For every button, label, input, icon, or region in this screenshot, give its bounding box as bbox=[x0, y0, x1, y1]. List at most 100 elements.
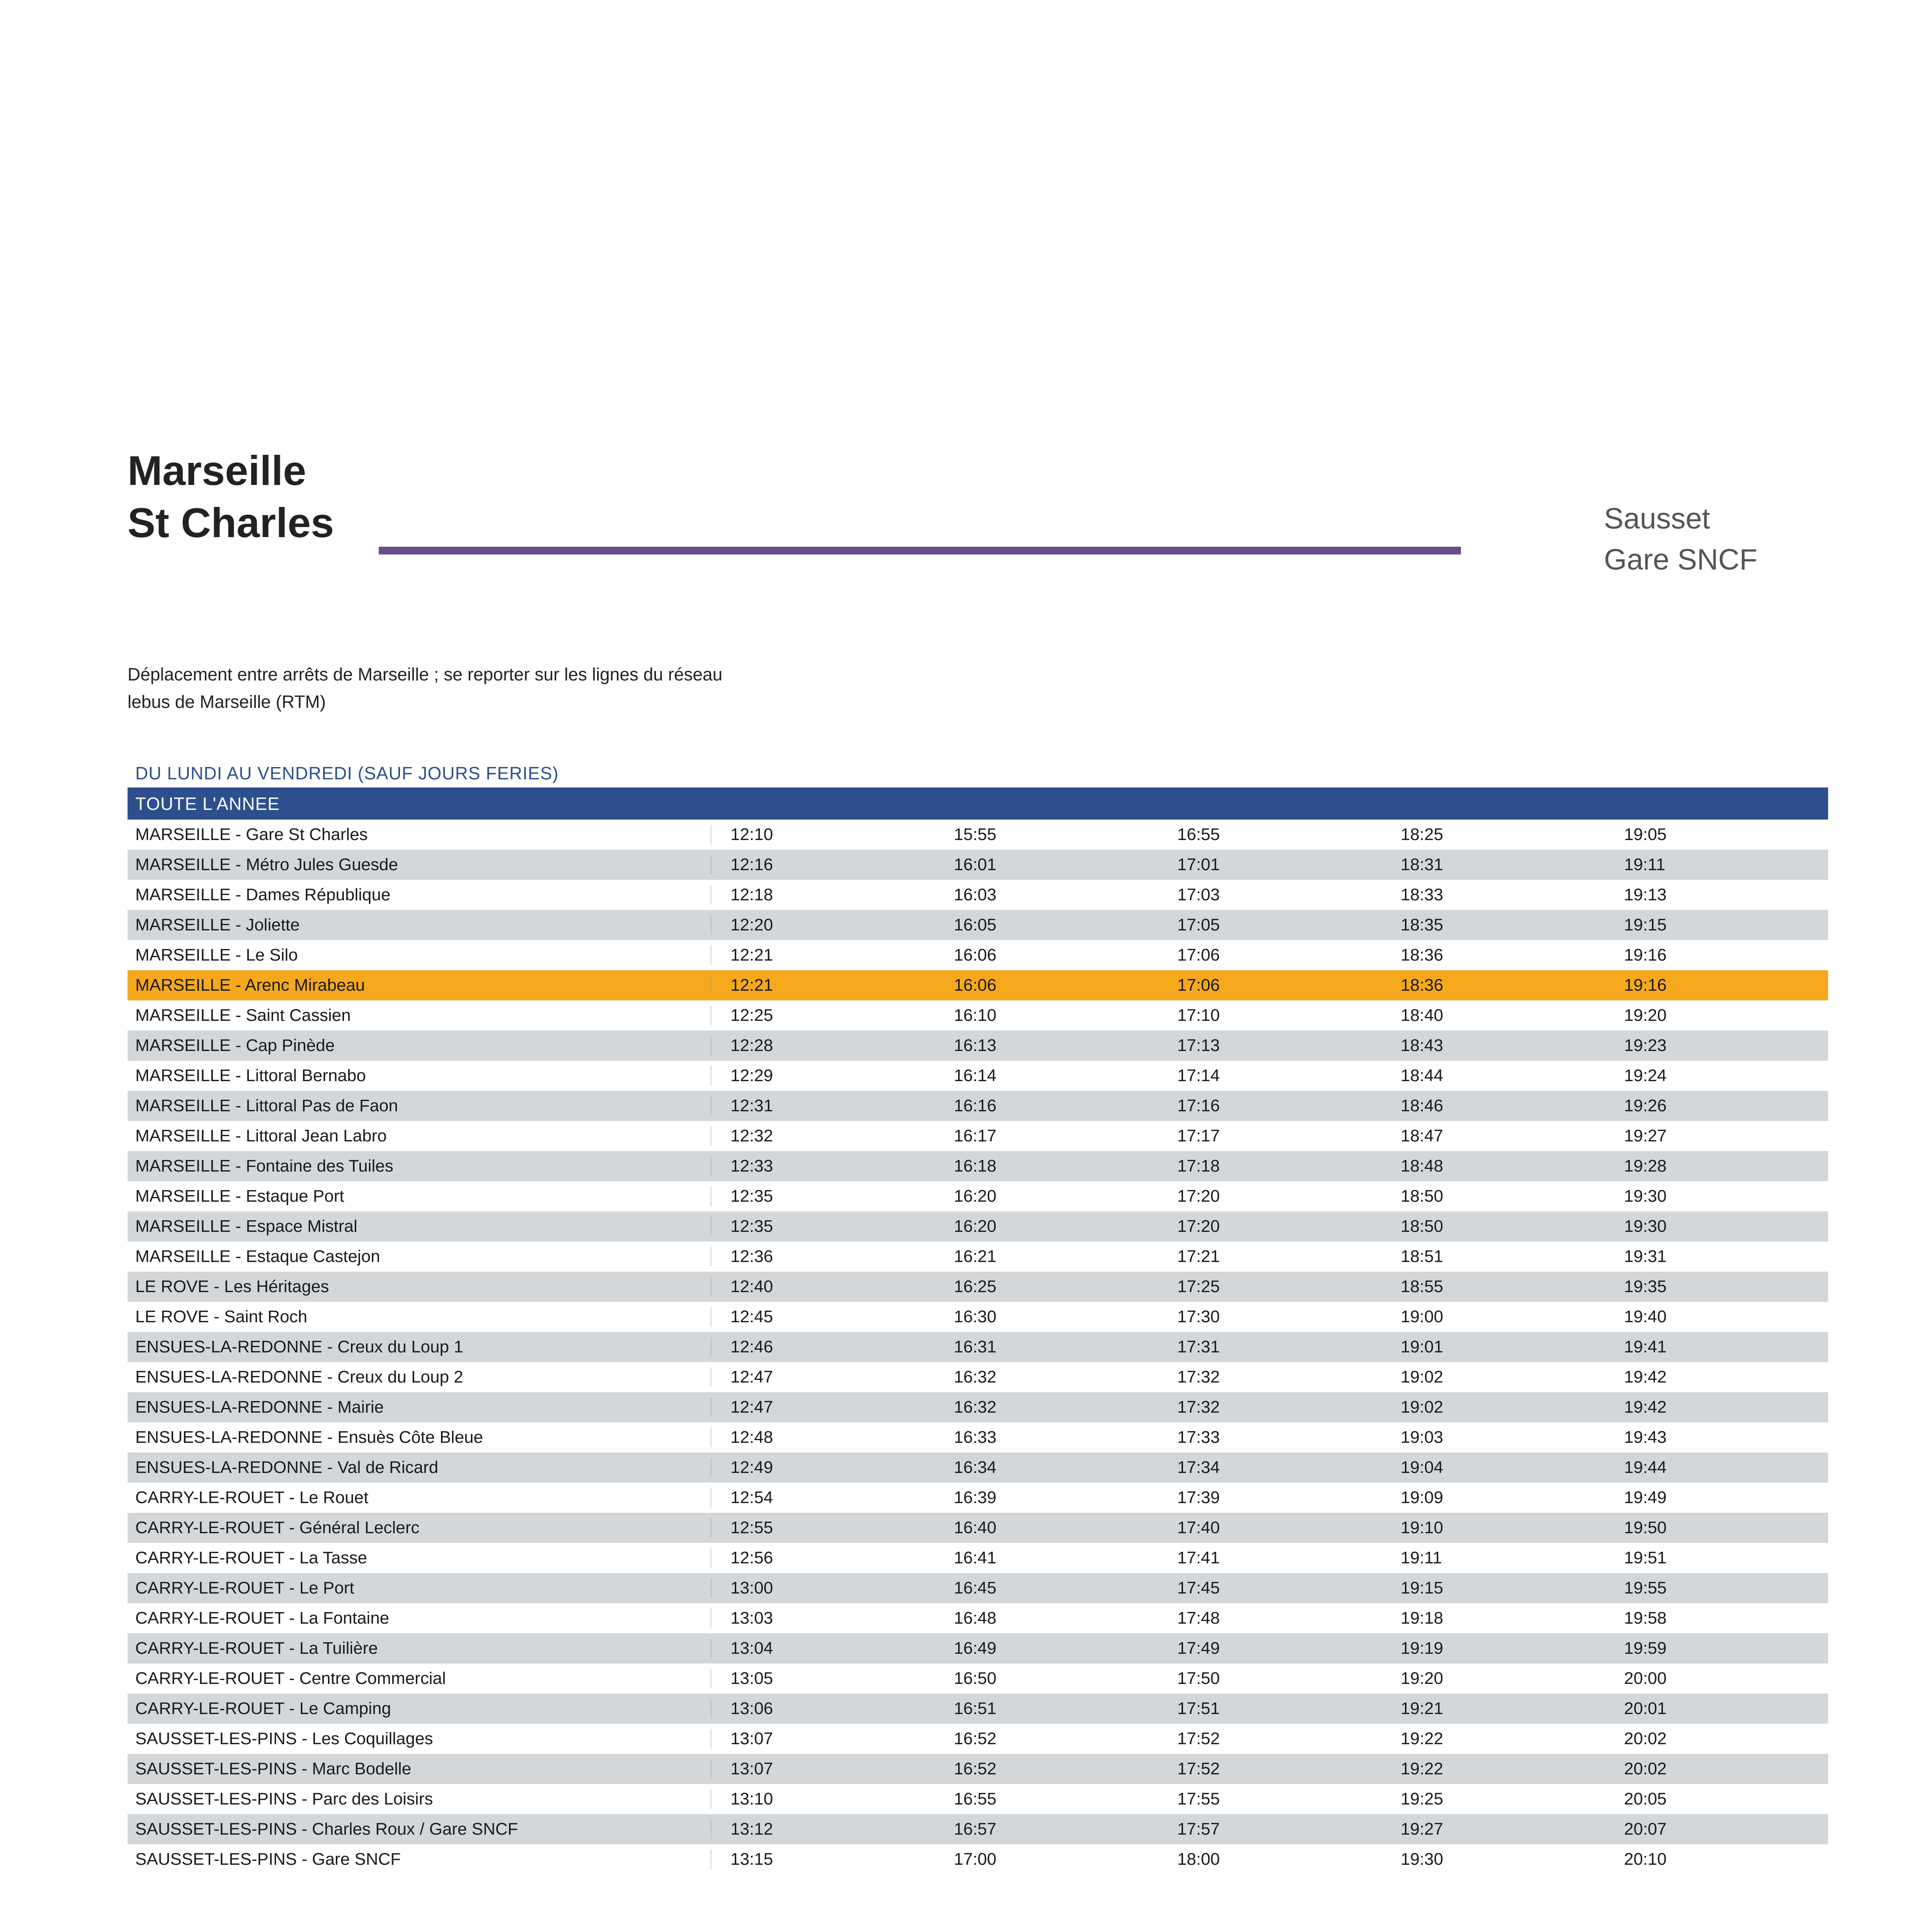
departure-time-22-4: 19:49 bbox=[1605, 1488, 1828, 1507]
departure-time-33-0: 13:12 bbox=[711, 1820, 935, 1839]
table-row[interactable]: CARRY-LE-ROUET - Le Camping 13:06 16:51 … bbox=[128, 1694, 1828, 1724]
departure-time-23-3: 19:10 bbox=[1381, 1518, 1605, 1537]
departure-time-4-1: 16:06 bbox=[935, 946, 1158, 965]
departure-time-2-1: 16:03 bbox=[935, 885, 1158, 905]
departure-time-19-4: 19:42 bbox=[1605, 1398, 1828, 1417]
departure-time-6-2: 17:10 bbox=[1158, 1006, 1381, 1025]
table-row[interactable]: CARRY-LE-ROUET - La Tuilière 13:04 16:49… bbox=[128, 1633, 1828, 1663]
service-note: Déplacement entre arrêts de Marseille ; … bbox=[128, 661, 722, 716]
table-row[interactable]: CARRY-LE-ROUET - La Tasse 12:56 16:41 17… bbox=[128, 1543, 1828, 1573]
departure-time-16-0: 12:45 bbox=[711, 1307, 935, 1327]
table-row[interactable]: ENSUES-LA-REDONNE - Creux du Loup 1 12:4… bbox=[128, 1332, 1828, 1362]
departure-time-30-4: 20:02 bbox=[1605, 1729, 1828, 1748]
departure-time-26-1: 16:48 bbox=[935, 1609, 1158, 1628]
departure-time-5-1: 16:06 bbox=[935, 976, 1158, 995]
departure-time-1-0: 12:16 bbox=[711, 855, 935, 874]
table-row[interactable]: MARSEILLE - Joliette 12:20 16:05 17:05 1… bbox=[128, 910, 1828, 940]
destination-title-line2: Gare SNCF bbox=[1604, 539, 1757, 580]
departure-time-6-1: 16:10 bbox=[935, 1006, 1158, 1025]
departure-time-0-3: 18:25 bbox=[1381, 825, 1605, 844]
departure-time-10-2: 17:17 bbox=[1158, 1126, 1381, 1146]
departure-time-5-4: 19:16 bbox=[1605, 976, 1828, 995]
table-row[interactable]: CARRY-LE-ROUET - Le Rouet 12:54 16:39 17… bbox=[128, 1483, 1828, 1513]
departure-time-7-2: 17:13 bbox=[1158, 1036, 1381, 1055]
departure-time-8-3: 18:44 bbox=[1381, 1066, 1605, 1085]
departure-time-9-2: 17:16 bbox=[1158, 1096, 1381, 1116]
stop-name-27: CARRY-LE-ROUET - La Tuilière bbox=[128, 1639, 711, 1658]
departure-time-12-1: 16:20 bbox=[935, 1187, 1158, 1206]
stop-name-5: MARSEILLE - Arenc Mirabeau bbox=[128, 976, 711, 995]
departure-time-2-2: 17:03 bbox=[1158, 885, 1381, 905]
table-row[interactable]: SAUSSET-LES-PINS - Gare SNCF 13:15 17:00… bbox=[128, 1844, 1828, 1874]
table-row[interactable]: ENSUES-LA-REDONNE - Creux du Loup 2 12:4… bbox=[128, 1362, 1828, 1392]
departure-time-5-0: 12:21 bbox=[711, 976, 935, 995]
departure-time-25-0: 13:00 bbox=[711, 1578, 935, 1598]
table-row[interactable]: CARRY-LE-ROUET - Centre Commercial 13:05… bbox=[128, 1663, 1828, 1694]
departure-time-26-2: 17:48 bbox=[1158, 1609, 1381, 1628]
table-row[interactable]: SAUSSET-LES-PINS - Charles Roux / Gare S… bbox=[128, 1814, 1828, 1844]
departure-time-1-4: 19:11 bbox=[1605, 855, 1828, 874]
table-row[interactable]: MARSEILLE - Estaque Castejon 12:36 16:21… bbox=[128, 1242, 1828, 1272]
departure-time-31-1: 16:52 bbox=[935, 1759, 1158, 1779]
departure-time-1-1: 16:01 bbox=[935, 855, 1158, 874]
table-row[interactable]: SAUSSET-LES-PINS - Les Coquillages 13:07… bbox=[128, 1724, 1828, 1754]
departure-time-2-3: 18:33 bbox=[1381, 885, 1605, 905]
departure-time-34-3: 19:30 bbox=[1381, 1850, 1605, 1869]
table-row[interactable]: MARSEILLE - Dames République 12:18 16:03… bbox=[128, 880, 1828, 910]
table-row[interactable]: MARSEILLE - Littoral Jean Labro 12:32 16… bbox=[128, 1121, 1828, 1151]
departure-time-34-0: 13:15 bbox=[711, 1850, 935, 1869]
table-row[interactable]: ENSUES-LA-REDONNE - Val de Ricard 12:49 … bbox=[128, 1452, 1828, 1483]
stop-name-28: CARRY-LE-ROUET - Centre Commercial bbox=[128, 1669, 711, 1688]
table-row[interactable]: MARSEILLE - Saint Cassien 12:25 16:10 17… bbox=[128, 1000, 1828, 1031]
departure-time-6-0: 12:25 bbox=[711, 1006, 935, 1025]
table-row[interactable]: CARRY-LE-ROUET - Général Leclerc 12:55 1… bbox=[128, 1513, 1828, 1543]
departure-time-11-4: 19:28 bbox=[1605, 1156, 1828, 1176]
table-row[interactable]: MARSEILLE - Littoral Pas de Faon 12:31 1… bbox=[128, 1091, 1828, 1121]
schedule-rows: MARSEILLE - Gare St Charles 12:10 15:55 … bbox=[128, 820, 1828, 1874]
departure-time-27-1: 16:49 bbox=[935, 1639, 1158, 1658]
table-row[interactable]: ENSUES-LA-REDONNE - Ensuès Côte Bleue 12… bbox=[128, 1422, 1828, 1452]
table-row[interactable]: LE ROVE - Les Héritages 12:40 16:25 17:2… bbox=[128, 1272, 1828, 1302]
departure-time-11-0: 12:33 bbox=[711, 1156, 935, 1176]
stop-name-0: MARSEILLE - Gare St Charles bbox=[128, 825, 711, 844]
departure-time-21-3: 19:04 bbox=[1381, 1458, 1605, 1477]
departure-time-25-2: 17:45 bbox=[1158, 1578, 1381, 1598]
departure-time-20-4: 19:43 bbox=[1605, 1428, 1828, 1447]
departure-time-19-3: 19:02 bbox=[1381, 1398, 1605, 1417]
table-row[interactable]: CARRY-LE-ROUET - La Fontaine 13:03 16:48… bbox=[128, 1603, 1828, 1633]
table-row[interactable]: LE ROVE - Saint Roch 12:45 16:30 17:30 1… bbox=[128, 1302, 1828, 1332]
table-row[interactable]: MARSEILLE - Cap Pinède 12:28 16:13 17:13… bbox=[128, 1031, 1828, 1061]
table-row[interactable]: CARRY-LE-ROUET - Le Port 13:00 16:45 17:… bbox=[128, 1573, 1828, 1603]
departure-time-31-0: 13:07 bbox=[711, 1759, 935, 1779]
departure-time-7-3: 18:43 bbox=[1381, 1036, 1605, 1055]
departure-time-22-1: 16:39 bbox=[935, 1488, 1158, 1507]
departure-time-30-2: 17:52 bbox=[1158, 1729, 1381, 1748]
departure-time-16-2: 17:30 bbox=[1158, 1307, 1381, 1327]
table-row[interactable]: MARSEILLE - Gare St Charles 12:10 15:55 … bbox=[128, 820, 1828, 850]
stop-name-7: MARSEILLE - Cap Pinède bbox=[128, 1036, 711, 1055]
departure-time-15-3: 18:55 bbox=[1381, 1277, 1605, 1296]
stop-name-14: MARSEILLE - Estaque Castejon bbox=[128, 1247, 711, 1266]
departure-time-4-2: 17:06 bbox=[1158, 946, 1381, 965]
stop-name-8: MARSEILLE - Littoral Bernabo bbox=[128, 1066, 711, 1085]
departure-time-17-2: 17:31 bbox=[1158, 1337, 1381, 1357]
departure-time-4-0: 12:21 bbox=[711, 946, 935, 965]
table-row[interactable]: MARSEILLE - Estaque Port 12:35 16:20 17:… bbox=[128, 1181, 1828, 1211]
table-row[interactable]: MARSEILLE - Arenc Mirabeau 12:21 16:06 1… bbox=[128, 970, 1828, 1000]
table-row[interactable]: ENSUES-LA-REDONNE - Mairie 12:47 16:32 1… bbox=[128, 1392, 1828, 1422]
departure-time-17-0: 12:46 bbox=[711, 1337, 935, 1357]
departure-time-0-2: 16:55 bbox=[1158, 825, 1381, 844]
table-row[interactable]: MARSEILLE - Littoral Bernabo 12:29 16:14… bbox=[128, 1061, 1828, 1091]
table-row[interactable]: SAUSSET-LES-PINS - Marc Bodelle 13:07 16… bbox=[128, 1754, 1828, 1784]
departure-time-11-3: 18:48 bbox=[1381, 1156, 1605, 1176]
table-row[interactable]: MARSEILLE - Métro Jules Guesde 12:16 16:… bbox=[128, 850, 1828, 880]
departure-time-24-2: 17:41 bbox=[1158, 1548, 1381, 1568]
departure-time-8-1: 16:14 bbox=[935, 1066, 1158, 1085]
stop-name-13: MARSEILLE - Espace Mistral bbox=[128, 1217, 711, 1236]
departure-time-21-1: 16:34 bbox=[935, 1458, 1158, 1477]
table-row[interactable]: MARSEILLE - Espace Mistral 12:35 16:20 1… bbox=[128, 1211, 1828, 1242]
table-row[interactable]: MARSEILLE - Le Silo 12:21 16:06 17:06 18… bbox=[128, 940, 1828, 970]
table-row[interactable]: MARSEILLE - Fontaine des Tuiles 12:33 16… bbox=[128, 1151, 1828, 1181]
header-divider-line bbox=[379, 547, 1461, 554]
table-row[interactable]: SAUSSET-LES-PINS - Parc des Loisirs 13:1… bbox=[128, 1784, 1828, 1814]
